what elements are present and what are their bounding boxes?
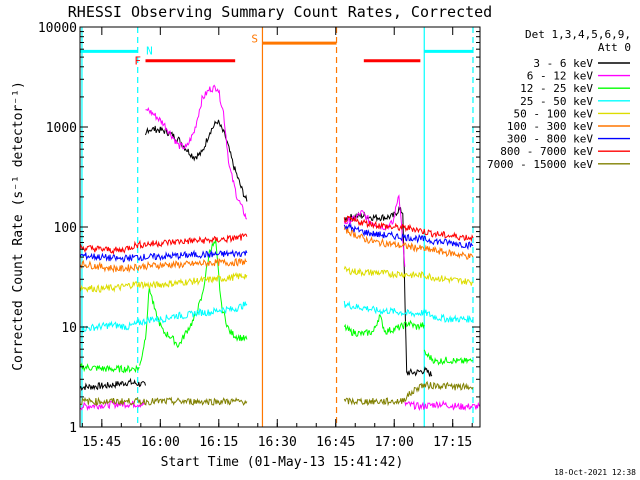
legend-label: 7000 - 15000 keV xyxy=(487,158,593,171)
legend-label: 800 - 7000 keV xyxy=(500,145,593,158)
series-100-300-kev xyxy=(80,225,474,274)
legend-label: 300 - 800 keV xyxy=(507,133,593,146)
series-line-segment xyxy=(343,314,425,338)
series-line-segment xyxy=(404,399,480,411)
y-tick-label: 1 xyxy=(69,421,77,436)
series-line-segment xyxy=(343,222,474,251)
timestamp: 18-Oct-2021 12:38 xyxy=(554,468,636,477)
series-line-segment xyxy=(80,362,140,374)
x-tick-label: 15:45 xyxy=(82,435,121,450)
series-line-segment xyxy=(80,271,248,293)
series-800-7000-kev xyxy=(80,215,474,256)
series-line-segment xyxy=(80,377,146,391)
x-tick-label: 16:30 xyxy=(258,435,297,450)
series-line-segment xyxy=(423,349,473,366)
plot-area: NF S xyxy=(80,27,480,427)
legend-label: 100 - 300 keV xyxy=(507,120,593,133)
flag-label-n: N xyxy=(146,45,153,58)
x-tick-label: 16:00 xyxy=(141,435,180,450)
plot-frame xyxy=(79,26,481,428)
series-line-segment xyxy=(343,265,474,286)
series-line-segment xyxy=(80,301,248,334)
x-tick-label: 16:45 xyxy=(316,435,355,450)
y-tick-label: 1000 xyxy=(46,121,77,136)
series-50-100-kev xyxy=(80,265,474,293)
series-line-segment xyxy=(343,215,474,243)
series-6-12-kev xyxy=(80,84,480,412)
series-line-segment xyxy=(145,119,248,202)
legend-label: 25 - 50 keV xyxy=(520,95,593,108)
legend-label: 6 - 12 keV xyxy=(527,70,594,83)
y-tick-label: 10000 xyxy=(38,21,77,36)
flag-label-s: S xyxy=(251,32,258,45)
flag-label-f: F xyxy=(134,55,141,68)
series-line-segment xyxy=(80,249,248,263)
legend-label: 12 - 25 keV xyxy=(520,82,593,95)
legend-label: 3 - 6 keV xyxy=(533,57,593,70)
series-line-segment xyxy=(145,84,248,220)
x-axis-label: Start Time (01-May-13 15:41:42) xyxy=(161,455,404,470)
x-tick-label: 16:15 xyxy=(199,435,238,450)
series-line-segment xyxy=(343,380,474,407)
legend-header-line-2: Att 0 xyxy=(598,41,631,54)
series-line-segment xyxy=(343,300,474,323)
y-tick-label: 100 xyxy=(54,221,77,236)
series-line-segment xyxy=(80,396,248,406)
legend-label: 50 - 100 keV xyxy=(514,107,594,120)
x-tick-label: 17:00 xyxy=(375,435,414,450)
series-7000-15000-kev xyxy=(80,380,474,407)
series-line-segment xyxy=(343,225,474,260)
series-line-segment xyxy=(80,257,248,274)
legend-header-line-1: Det 1,3,4,5,6,9, xyxy=(525,28,631,41)
y-axis-ticks: 1 10 100 1000 10000 xyxy=(38,21,480,436)
y-axis-label: Corrected Count Rate (s⁻¹ detector⁻¹) xyxy=(11,81,26,371)
series-line-segment xyxy=(80,232,248,256)
series-25-50-kev xyxy=(80,300,474,334)
x-axis-ticks: 15:45 16:00 16:15 16:30 16:45 17:00 17:15 xyxy=(81,27,473,450)
series-300-800-kev xyxy=(80,222,474,263)
x-tick-label: 17:15 xyxy=(433,435,472,450)
series-line-segment xyxy=(406,366,433,377)
y-tick-label: 10 xyxy=(61,321,77,336)
chart-title: RHESSI Observing Summary Count Rates, Co… xyxy=(68,3,492,21)
